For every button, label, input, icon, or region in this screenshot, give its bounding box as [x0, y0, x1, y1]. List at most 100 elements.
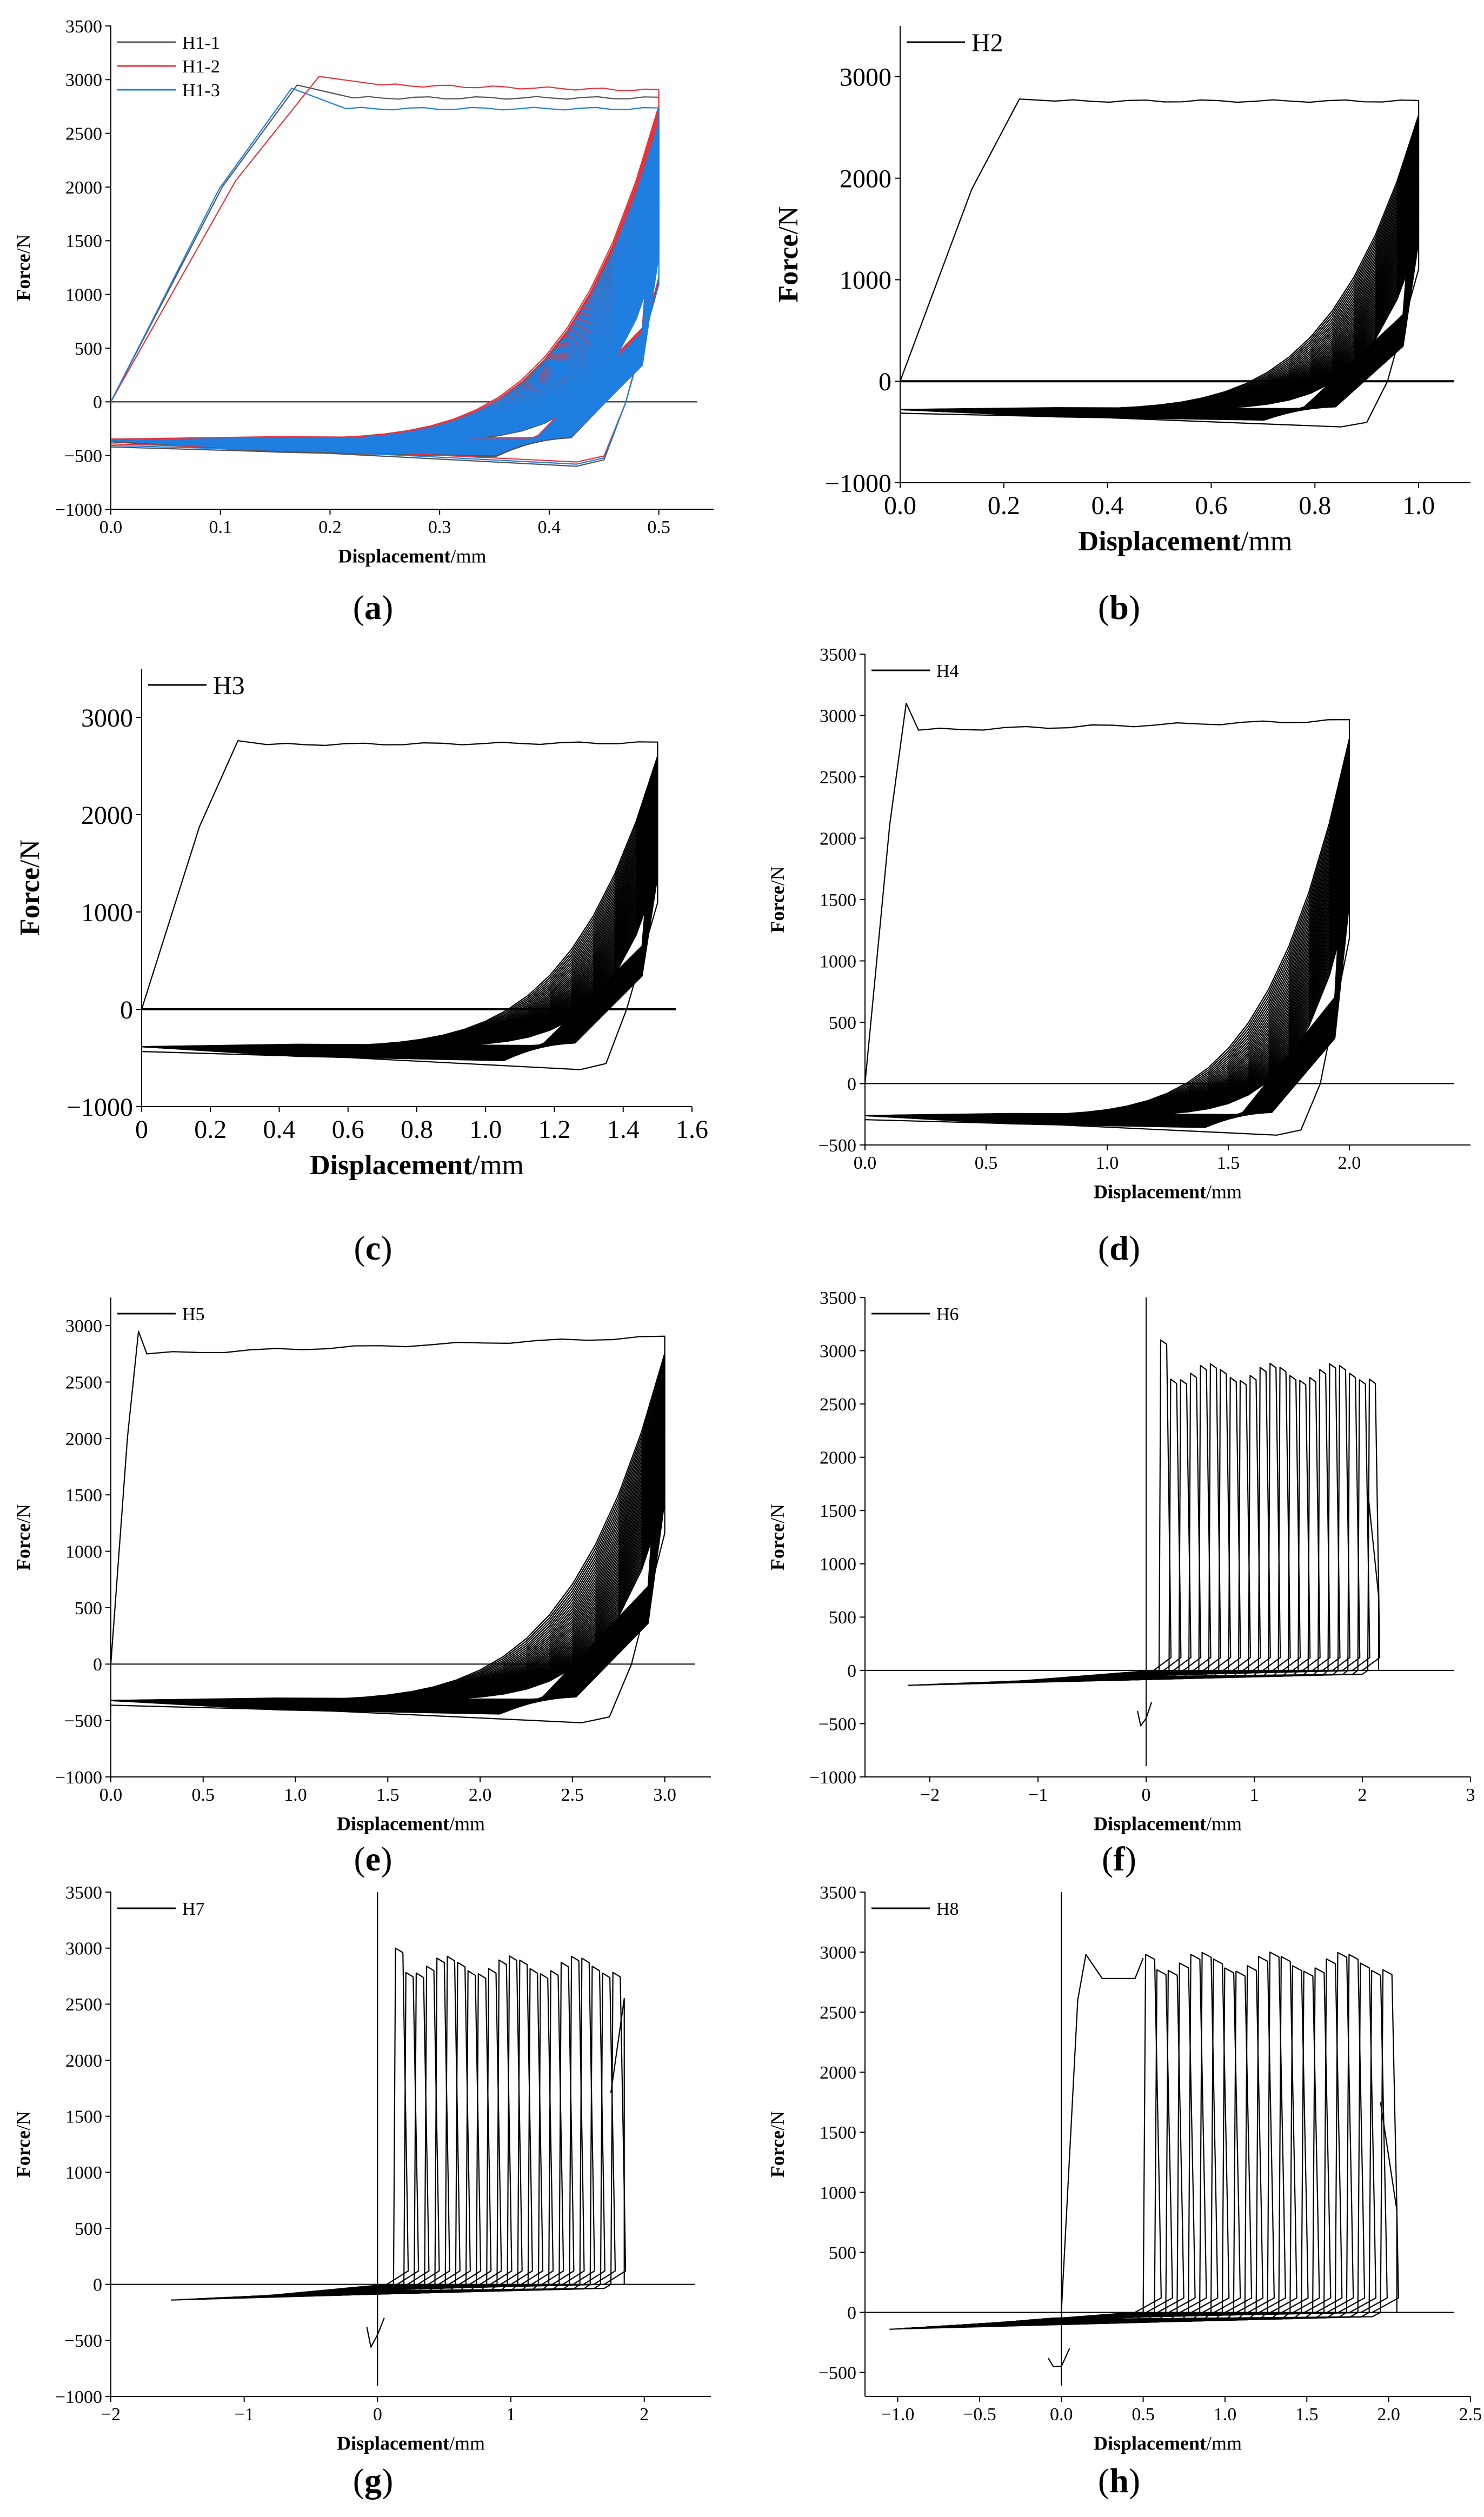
y-tick-label: 0: [847, 1661, 856, 1681]
x-tick-label: 0.6: [332, 1115, 364, 1144]
y-tick-label: 0: [879, 368, 891, 396]
series-line: [339, 1966, 605, 2293]
y-tick-label: −500: [64, 447, 102, 467]
series-line: [864, 901, 1350, 1116]
y-tick-label: 500: [75, 339, 102, 359]
y-tick-label: 1000: [65, 1542, 102, 1562]
x-tick-label: 0.8: [401, 1115, 433, 1144]
series-line: [1030, 1367, 1291, 1681]
panel-label: (b): [1098, 588, 1140, 627]
y-tick-label: −500: [64, 2331, 102, 2351]
x-axis-label-bold: Displacement: [1094, 2433, 1206, 2454]
panel-f: −2 −1 0 1 2 3 −1000 −500 0 500 1000 1500 2000 2500 300…: [767, 1288, 1475, 1835]
x-tick-label: 0.0: [99, 1785, 123, 1805]
x-tick-label: 1.5: [1295, 2405, 1319, 2425]
y-tick-label: 3000: [820, 706, 856, 726]
series-line: [919, 1954, 1207, 2328]
series-line: [889, 1954, 1162, 2330]
y-tick-label: 1500: [65, 1486, 102, 1506]
series-line: [206, 1957, 450, 2299]
legend-label: H7: [182, 1899, 205, 1919]
legend-label: H3: [213, 671, 245, 700]
x-tick-label: 0.0: [884, 491, 916, 520]
x-tick-label: 0.1: [209, 517, 232, 537]
series-line: [1367, 1491, 1380, 1670]
series-line: [1092, 1365, 1350, 1679]
panel-label-close: ): [382, 588, 393, 627]
y-tick-label: 1000: [65, 285, 102, 305]
series-line: [939, 1373, 1202, 1685]
y-tick-label: 2500: [65, 124, 102, 144]
x-tick-label: −1.0: [881, 2405, 915, 2425]
series-line: [959, 1363, 1221, 1684]
x-axis-label-unit: /mm: [473, 1150, 524, 1181]
series-line: [1000, 1967, 1332, 2323]
x-tick-label: 1.0: [1402, 491, 1435, 520]
series-line: [969, 1369, 1232, 1684]
y-tick-label: −1000: [66, 1093, 133, 1122]
y-tick-label: 500: [829, 1608, 856, 1628]
y-axis-label-unit: /N: [12, 234, 34, 254]
x-tick-label: 1.0: [1214, 2405, 1237, 2425]
y-tick-label: −1000: [55, 2387, 102, 2407]
y-axis-label-bold: Force: [12, 1523, 34, 1570]
y-tick-label: 1000: [820, 2183, 856, 2203]
x-tick-label: 1.0: [1096, 1153, 1119, 1173]
x-axis-label-unit: /mm: [449, 2433, 485, 2454]
x-tick-label: 0.5: [192, 1785, 215, 1805]
panel-label-close: ): [1129, 2461, 1140, 2500]
legend-label: H8: [936, 1899, 959, 1919]
x-tick-label: 0.3: [428, 517, 451, 537]
panel-label-close: ): [1125, 1840, 1136, 1878]
series-line: [1112, 1379, 1370, 1678]
series-line: [911, 1962, 1196, 2329]
x-tick-label: −1: [1028, 1785, 1048, 1805]
x-tick-label: 0.5: [1132, 2405, 1155, 2425]
series-line: [1081, 1363, 1341, 1679]
x-tick-label: −2: [920, 1785, 940, 1805]
series-line: [232, 1970, 482, 2298]
y-tick-label: 0: [120, 996, 133, 1024]
legend-label: H1-2: [182, 57, 220, 77]
x-tick-label: −1: [235, 2405, 254, 2425]
series-line: [110, 76, 660, 463]
y-axis-label-bold: Force: [767, 2130, 788, 2178]
x-axis-label-unit: /mm: [450, 545, 486, 567]
panel-label-open: (: [1098, 1229, 1109, 1267]
panel-label: (f): [1102, 1840, 1136, 1878]
x-tick-label: 1.6: [676, 1115, 708, 1144]
series-line: [864, 702, 1350, 1136]
series-line: [242, 1973, 492, 2298]
series-line: [1136, 1702, 1153, 1727]
series-line: [321, 1955, 585, 2294]
panel-label-close: ): [381, 1229, 392, 1267]
x-tick-label: 0.4: [538, 517, 561, 537]
y-tick-label: 2500: [820, 2003, 856, 2023]
y-tick-label: 3000: [81, 704, 133, 733]
y-axis-label-unit: /N: [767, 866, 788, 885]
panel-label-open: (: [353, 588, 364, 627]
panel-label-open: (: [1098, 588, 1109, 627]
series-line: [993, 1970, 1320, 2323]
series-line: [197, 1966, 440, 2300]
x-tick-label: 0.0: [99, 517, 123, 537]
series-line: [188, 1972, 430, 2300]
y-axis-label-bold: Force: [12, 254, 34, 301]
y-tick-label: 3000: [65, 1316, 102, 1336]
panel-label-letter: a: [364, 588, 382, 627]
panel-label-close: ): [382, 2461, 393, 2500]
y-tick-label: 1000: [820, 951, 856, 971]
series-line: [1014, 1952, 1354, 2322]
x-tick-label: 1.0: [284, 1785, 307, 1805]
x-tick-label: 1: [1250, 1785, 1259, 1805]
panel-label-open: (: [354, 1840, 365, 1878]
series-line: [1122, 1379, 1381, 1677]
panel-label: (e): [354, 1840, 392, 1878]
panel-label-letter: c: [365, 1229, 381, 1267]
series-line: [110, 1375, 666, 1713]
series-line: [295, 1973, 554, 2295]
panel-b: 0.0 0.2 0.4 0.6 0.8 1.0 −1000 0 1000 2000 3000 Disp…: [773, 26, 1470, 557]
series-H6: [908, 1339, 1381, 1727]
x-tick-label: 2.5: [561, 1785, 584, 1805]
y-tick-label: 0: [93, 392, 102, 412]
